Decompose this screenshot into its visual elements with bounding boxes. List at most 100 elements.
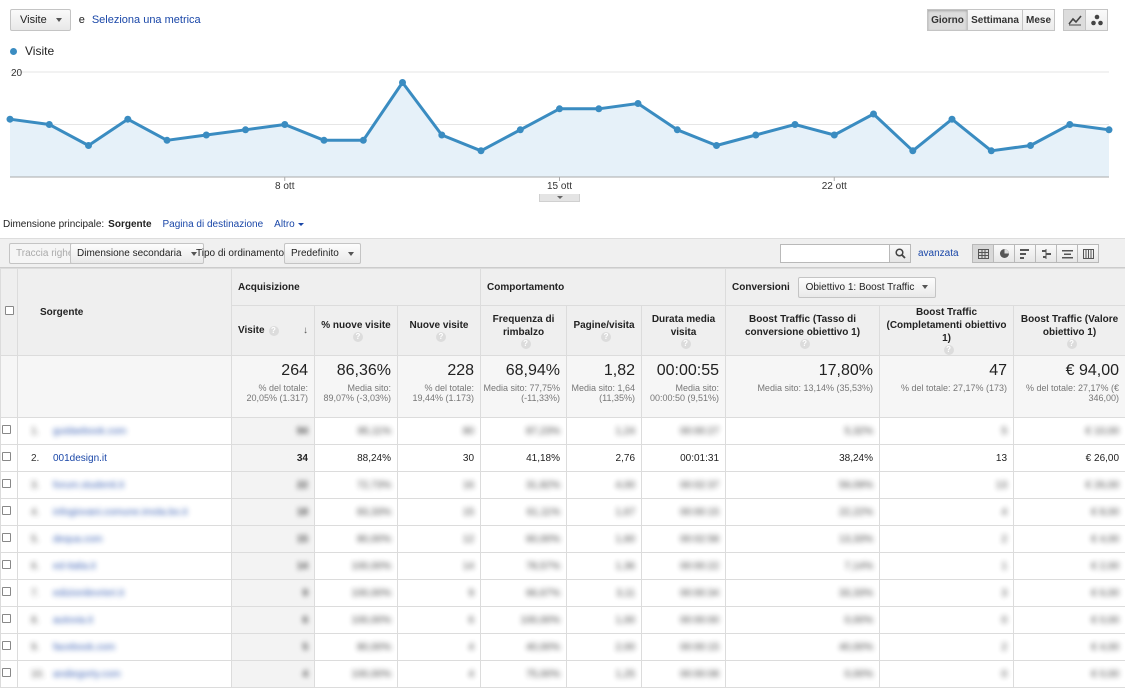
data-point[interactable] [359, 136, 367, 144]
data-point[interactable] [673, 126, 681, 134]
table-row[interactable]: 9. facebook.com 5 80,00% 4 40,00% 2,00 00:00:15… [0, 633, 1125, 661]
data-point[interactable] [242, 126, 249, 134]
period-day-button[interactable]: Giorno [927, 9, 968, 31]
performance-view-button[interactable] [1014, 244, 1036, 263]
row-checkbox[interactable] [1, 506, 11, 515]
column-header-bounce-rate[interactable]: Frequenza di rimbalzo? [480, 305, 568, 356]
pie-view-button[interactable] [993, 244, 1015, 263]
dimension-header[interactable]: Sorgente [17, 268, 232, 356]
help-icon[interactable]: ? [268, 325, 279, 336]
comparison-view-button[interactable] [1035, 244, 1057, 263]
data-point[interactable] [6, 115, 14, 123]
help-icon[interactable]: ? [436, 332, 446, 342]
search-input[interactable] [780, 244, 890, 263]
source-link[interactable]: edizionilevrieri.it [53, 587, 125, 599]
data-point[interactable] [438, 131, 446, 139]
data-point[interactable] [752, 131, 760, 139]
dimension-more-link[interactable]: Altro [274, 219, 304, 230]
column-header-pct-new-visits[interactable]: % nuove visite? [314, 305, 398, 356]
chart-resize-handle[interactable] [539, 194, 580, 202]
source-link[interactable]: autovia.it [53, 614, 94, 626]
help-icon[interactable]: ? [799, 338, 810, 349]
row-checkbox[interactable] [1, 452, 11, 461]
data-point[interactable] [987, 147, 995, 155]
period-month-button[interactable]: Mese [1022, 9, 1055, 31]
help-icon[interactable]: ? [680, 338, 691, 349]
data-point[interactable] [713, 142, 720, 149]
line-chart-button[interactable] [1063, 9, 1086, 31]
row-checkbox[interactable] [1, 479, 11, 488]
data-point[interactable] [399, 79, 406, 86]
data-point[interactable] [830, 131, 838, 139]
source-link[interactable]: guidaebook.com [53, 425, 127, 437]
source-link[interactable]: andiegorty.com [53, 668, 121, 680]
source-link[interactable]: forum.studenti.it [53, 479, 125, 491]
table-view-button[interactable] [972, 244, 994, 263]
table-row[interactable]: 10. andiegorty.com 4 100,00% 4 75,00% 1,25 00:0… [0, 660, 1125, 688]
data-point[interactable] [634, 100, 642, 107]
motion-chart-button[interactable] [1085, 9, 1108, 31]
column-header-avg-duration[interactable]: Durata media visita? [641, 305, 727, 356]
data-point[interactable] [556, 105, 563, 113]
row-checkbox[interactable] [1, 587, 11, 596]
source-link[interactable]: infogiovani.comune.imola.bo.it [53, 506, 188, 518]
column-header-goal-conversion-rate[interactable]: Boost Traffic (Tasso di conversione obie… [725, 305, 881, 356]
select-metric-link[interactable]: Seleziona una metrica [91, 14, 201, 26]
data-point[interactable] [791, 121, 799, 128]
table-row[interactable]: 6. ed-italia.it 14 100,00% 14 78,57% 1,36 00:00… [0, 552, 1125, 580]
sort-descending-icon[interactable]: ↓ [303, 325, 308, 336]
data-point[interactable] [1066, 121, 1074, 128]
data-point[interactable] [163, 136, 171, 144]
goal-dropdown[interactable]: Obiettivo 1: Boost Traffic [797, 276, 937, 298]
column-header-pages-per-visit[interactable]: Pagine/visita? [566, 305, 643, 356]
data-point[interactable] [320, 136, 328, 144]
table-row[interactable]: 4. infogiovani.comune.imola.bo.it 18 83,33%… [0, 498, 1125, 526]
data-point[interactable] [1105, 126, 1113, 134]
metric-dropdown[interactable]: Visite [10, 9, 71, 31]
data-point[interactable] [595, 105, 603, 113]
data-point[interactable] [870, 110, 877, 118]
row-checkbox[interactable] [1, 641, 11, 650]
table-row[interactable]: 8. autovia.it 6 100,00% 6 100,00% 1,00 00:00:00… [0, 606, 1125, 634]
search-button[interactable] [890, 244, 911, 263]
select-all-checkbox[interactable] [4, 306, 14, 315]
row-checkbox[interactable] [1, 614, 11, 623]
help-icon[interactable]: ? [943, 345, 954, 355]
data-point[interactable] [1027, 142, 1034, 149]
help-icon[interactable]: ? [520, 338, 531, 349]
advanced-filter-link[interactable]: avanzata [918, 248, 959, 259]
data-point[interactable] [85, 142, 92, 149]
sort-type-dropdown[interactable]: Predefinito [284, 243, 361, 264]
row-checkbox[interactable] [1, 533, 11, 542]
column-header-new-visits[interactable]: Nuove visite? [396, 305, 482, 356]
table-row[interactable]: 2. 001design.it 34 88,24% 30 41,18% 2,76 00:01:… [0, 444, 1125, 472]
source-link[interactable]: 001design.it [53, 452, 107, 464]
table-row[interactable]: 1. guidaebook.com 94 85,11% 80 87,23% 1,24 00:0… [0, 417, 1125, 445]
help-icon[interactable]: ? [1066, 338, 1077, 349]
source-link[interactable]: dequa.com [53, 533, 103, 545]
data-point[interactable] [477, 147, 485, 155]
data-point[interactable] [202, 131, 210, 139]
data-point[interactable] [124, 115, 132, 123]
row-checkbox[interactable] [1, 560, 11, 569]
dimension-landing-page-link[interactable]: Pagina di destinazione [162, 219, 264, 230]
secondary-dimension-dropdown[interactable]: Dimensione secondaria [70, 243, 204, 264]
row-checkbox[interactable] [1, 668, 11, 677]
source-link[interactable]: facebook.com [53, 641, 116, 653]
help-icon[interactable]: ? [353, 332, 363, 342]
column-header-goal-value[interactable]: Boost Traffic (Valore obiettivo 1)? [1013, 305, 1125, 356]
column-header-visits[interactable]: Visite? ↓ [231, 305, 315, 356]
data-point[interactable] [948, 115, 956, 123]
source-link[interactable]: ed-italia.it [53, 560, 96, 572]
pivot-view-button[interactable] [1077, 244, 1099, 263]
data-point[interactable] [281, 121, 289, 128]
period-week-button[interactable]: Settimana [967, 9, 1023, 31]
table-row[interactable]: 7. edizionilevrieri.it 9 100,00% 9 66,67% 3,11… [0, 579, 1125, 607]
table-row[interactable]: 3. forum.studenti.it 22 72,73% 16 31,82% 4,00 0… [0, 471, 1125, 499]
data-point[interactable] [909, 147, 917, 155]
data-point[interactable] [516, 126, 524, 134]
term-cloud-button[interactable] [1056, 244, 1078, 263]
row-checkbox[interactable] [1, 425, 11, 434]
table-row[interactable]: 5. dequa.com 15 80,00% 12 60,00% 1,60 00:02:58 1… [0, 525, 1125, 553]
